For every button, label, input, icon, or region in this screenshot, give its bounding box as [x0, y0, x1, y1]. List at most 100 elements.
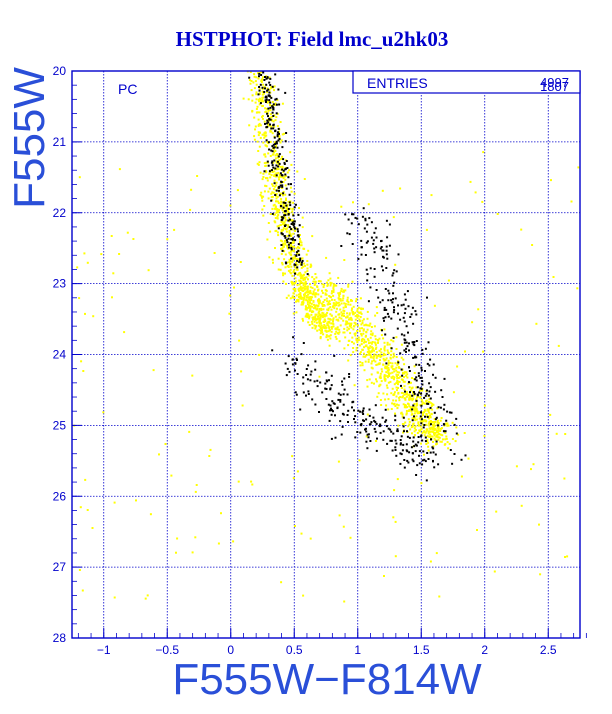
data-point [354, 436, 357, 439]
data-point [432, 440, 434, 443]
y-tick-label-7: 27 [53, 560, 67, 574]
data-point [431, 421, 433, 423]
data-point [317, 317, 320, 320]
data-point [285, 167, 287, 170]
data-point [273, 182, 276, 185]
data-point [313, 303, 315, 306]
data-point [270, 96, 273, 99]
data-point [285, 187, 288, 190]
data-point [439, 440, 442, 443]
data-point [280, 157, 283, 160]
data-point [275, 174, 278, 177]
data-point [369, 267, 372, 270]
data-point [328, 335, 331, 338]
data-point [289, 233, 292, 236]
data-point [342, 393, 345, 396]
data-point [257, 123, 260, 126]
data-point [371, 334, 374, 337]
data-point [194, 536, 197, 539]
data-point [358, 459, 361, 462]
data-point [379, 353, 382, 356]
data-point [389, 361, 392, 364]
data-point [270, 85, 273, 88]
data-point [299, 234, 301, 236]
data-point [371, 360, 374, 363]
data-point [317, 324, 320, 327]
data-point [299, 293, 302, 295]
data-point [267, 190, 270, 193]
data-point [352, 347, 355, 349]
data-point [332, 302, 335, 305]
data-point [91, 527, 94, 529]
data-point [454, 440, 457, 443]
data-point [327, 279, 330, 282]
data-point [385, 371, 388, 374]
data-point [374, 360, 377, 363]
data-point [393, 370, 396, 373]
data-point [437, 438, 440, 441]
data-point [278, 185, 281, 188]
data-point [429, 420, 432, 423]
data-point [373, 275, 376, 278]
data-point [427, 432, 430, 435]
data-point [413, 365, 416, 368]
data-point [437, 429, 440, 432]
data-point [257, 72, 259, 75]
data-point [318, 322, 321, 325]
data-point [273, 125, 276, 128]
data-point [337, 460, 340, 463]
data-point [431, 426, 434, 429]
data-point [277, 210, 280, 213]
data-point [298, 293, 300, 296]
data-point [283, 175, 286, 178]
data-point [280, 244, 283, 246]
data-point [273, 85, 276, 88]
data-point [319, 381, 322, 384]
data-point [190, 188, 193, 191]
data-point [416, 432, 419, 434]
data-point [363, 227, 366, 230]
data-point [265, 126, 268, 129]
data-point [298, 253, 301, 256]
data-point [294, 525, 296, 527]
data-point [229, 204, 232, 207]
data-point [424, 370, 426, 372]
data-point [420, 369, 423, 372]
data-point [384, 408, 387, 411]
data-point [265, 107, 268, 110]
data-point [366, 338, 369, 341]
data-point [374, 421, 377, 423]
data-point [400, 384, 402, 387]
data-point [403, 341, 406, 344]
data-point [375, 351, 378, 354]
data-point [428, 408, 431, 411]
data-point [288, 261, 291, 263]
data-point [261, 208, 264, 211]
data-point [297, 235, 300, 238]
data-point [406, 373, 409, 376]
data-point [365, 268, 368, 271]
data-point [396, 403, 398, 406]
data-point [403, 371, 406, 374]
data-point [340, 245, 343, 247]
data-point [272, 124, 275, 127]
data-point [323, 304, 325, 306]
data-point [123, 331, 126, 334]
data-point [337, 292, 340, 295]
data-point [257, 134, 260, 137]
data-point [379, 359, 381, 362]
data-point [375, 449, 378, 452]
data-point [388, 292, 391, 295]
data-point [307, 274, 310, 277]
data-point [284, 225, 286, 227]
data-point [451, 438, 454, 440]
data-point [269, 113, 272, 116]
data-point [284, 243, 287, 246]
data-point [301, 317, 304, 320]
data-point [300, 353, 303, 356]
data-point [340, 433, 343, 436]
data-point [336, 307, 338, 310]
data-point [337, 276, 340, 279]
data-point [275, 164, 278, 167]
data-point [335, 310, 338, 313]
